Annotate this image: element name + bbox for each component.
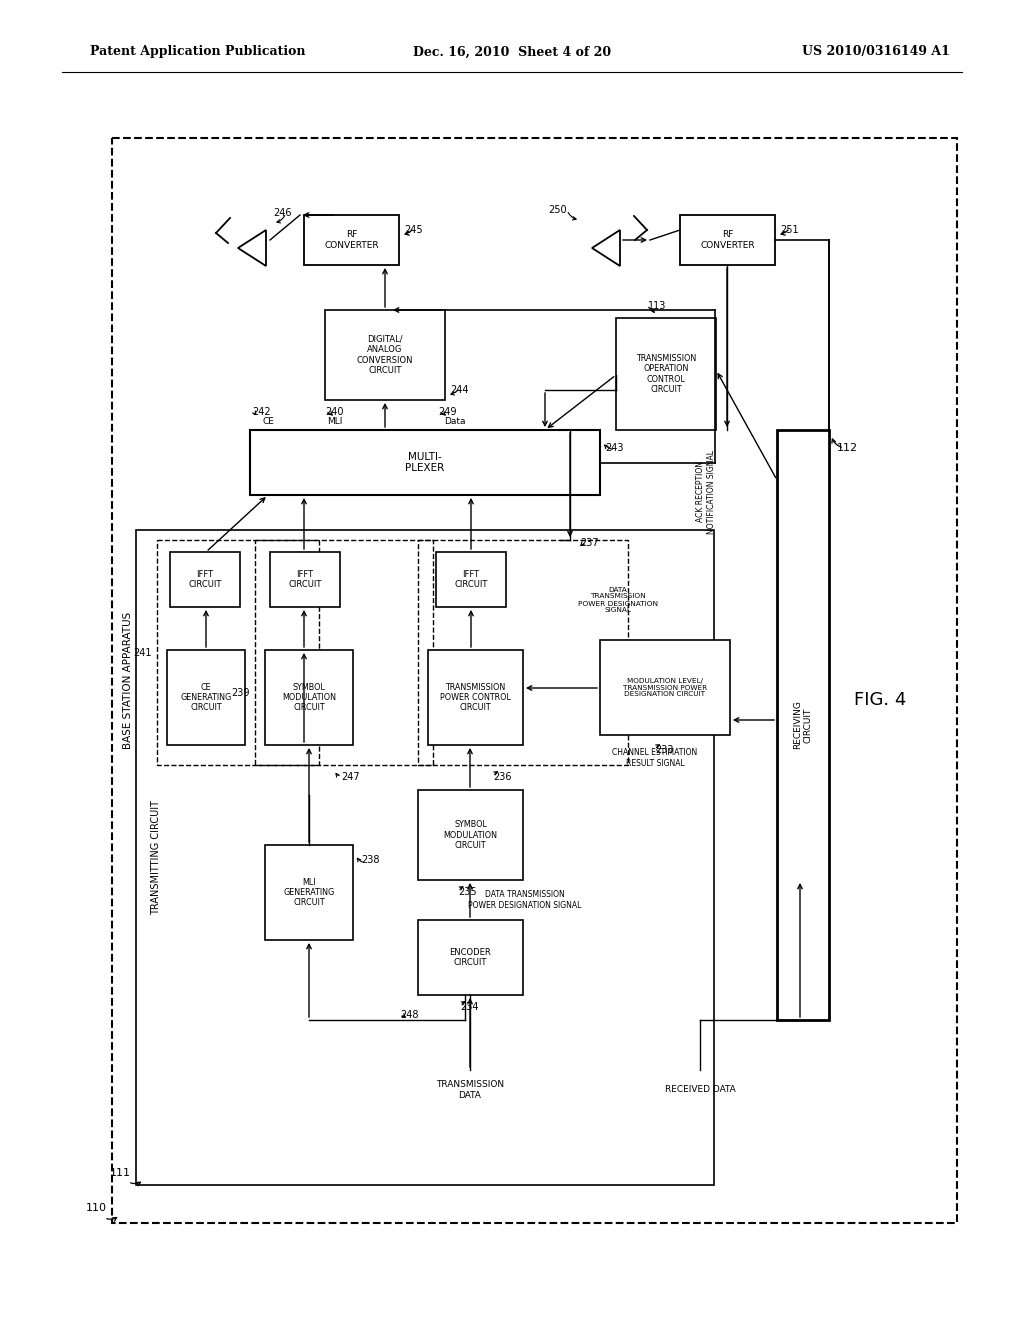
Text: 113: 113 — [648, 301, 667, 312]
Text: US 2010/0316149 A1: US 2010/0316149 A1 — [802, 45, 950, 58]
Text: MODULATION LEVEL/
TRANSMISSION POWER
DESIGNATION CIRCUIT: MODULATION LEVEL/ TRANSMISSION POWER DES… — [623, 677, 707, 697]
Bar — [680, 215, 775, 265]
Text: IFFT
CIRCUIT: IFFT CIRCUIT — [289, 570, 322, 589]
Bar — [777, 430, 829, 1020]
Text: 241: 241 — [133, 648, 152, 657]
Bar — [428, 649, 523, 744]
Text: RECEIVED DATA: RECEIVED DATA — [665, 1085, 735, 1094]
Bar — [304, 215, 399, 265]
Text: IFFT
CIRCUIT: IFFT CIRCUIT — [455, 570, 487, 589]
Text: 245: 245 — [404, 224, 423, 235]
Bar — [167, 649, 245, 744]
Text: DIGITAL/
ANALOG
CONVERSION
CIRCUIT: DIGITAL/ ANALOG CONVERSION CIRCUIT — [356, 335, 414, 375]
Text: BASE STATION APPARATUS: BASE STATION APPARATUS — [123, 612, 133, 750]
Bar — [325, 310, 445, 400]
Text: Data: Data — [444, 417, 466, 426]
Bar — [600, 640, 730, 735]
Bar — [170, 552, 240, 607]
Bar — [265, 845, 353, 940]
Text: 233: 233 — [655, 744, 674, 755]
Bar — [265, 649, 353, 744]
Text: TRANSMISSION
POWER CONTROL
CIRCUIT: TRANSMISSION POWER CONTROL CIRCUIT — [440, 682, 511, 713]
Text: RF
CONVERTER: RF CONVERTER — [325, 230, 379, 249]
Text: TRANSMISSION
OPERATION
CONTROL
CIRCUIT: TRANSMISSION OPERATION CONTROL CIRCUIT — [636, 354, 696, 395]
Bar — [255, 540, 433, 766]
Text: SYMBOL
MODULATION
CIRCUIT: SYMBOL MODULATION CIRCUIT — [282, 682, 336, 713]
Text: 112: 112 — [837, 444, 858, 453]
Text: 246: 246 — [273, 209, 292, 218]
Bar — [418, 920, 523, 995]
Text: ENCODER
CIRCUIT: ENCODER CIRCUIT — [450, 948, 492, 968]
Bar — [157, 540, 319, 766]
Text: 248: 248 — [400, 1010, 419, 1020]
Text: DATA
TRANSMISSION
POWER DESIGNATION
SIGNAL: DATA TRANSMISSION POWER DESIGNATION SIGN… — [578, 586, 658, 614]
Text: CHANNEL ESTIMATION
RESULT SIGNAL: CHANNEL ESTIMATION RESULT SIGNAL — [612, 748, 697, 768]
Text: MULTI-
PLEXER: MULTI- PLEXER — [406, 451, 444, 474]
Bar — [418, 540, 628, 766]
Text: FIG. 4: FIG. 4 — [854, 690, 906, 709]
Text: 239: 239 — [231, 688, 250, 697]
Text: TRANSMISSION
DATA: TRANSMISSION DATA — [436, 1080, 504, 1100]
Bar — [112, 139, 957, 1224]
Text: MLI: MLI — [328, 417, 343, 426]
Text: CE
GENERATING
CIRCUIT: CE GENERATING CIRCUIT — [180, 682, 231, 713]
Text: 242: 242 — [252, 407, 270, 417]
Text: 240: 240 — [325, 407, 343, 417]
Bar — [270, 552, 340, 607]
Text: 111: 111 — [110, 1168, 131, 1177]
Text: 249: 249 — [438, 407, 457, 417]
Text: 236: 236 — [493, 772, 512, 781]
Text: RF
CONVERTER: RF CONVERTER — [700, 230, 755, 249]
Text: MLI
GENERATING
CIRCUIT: MLI GENERATING CIRCUIT — [284, 878, 335, 907]
Bar — [436, 552, 506, 607]
Text: CE: CE — [262, 417, 274, 426]
Bar — [250, 430, 600, 495]
Text: 237: 237 — [580, 539, 599, 548]
Text: 247: 247 — [341, 772, 359, 781]
Text: RECEIVING
CIRCUIT: RECEIVING CIRCUIT — [794, 701, 813, 750]
Text: 238: 238 — [361, 855, 380, 865]
Bar — [418, 789, 523, 880]
Text: 243: 243 — [605, 444, 624, 453]
Text: 251: 251 — [780, 224, 799, 235]
Text: DATA TRANSMISSION
POWER DESIGNATION SIGNAL: DATA TRANSMISSION POWER DESIGNATION SIGN… — [468, 890, 582, 909]
Text: 234: 234 — [461, 1002, 479, 1012]
Text: SYMBOL
MODULATION
CIRCUIT: SYMBOL MODULATION CIRCUIT — [443, 820, 498, 850]
Text: 250: 250 — [549, 205, 567, 215]
Text: Dec. 16, 2010  Sheet 4 of 20: Dec. 16, 2010 Sheet 4 of 20 — [413, 45, 611, 58]
Text: TRANSMITTING CIRCUIT: TRANSMITTING CIRCUIT — [151, 800, 161, 915]
Text: 244: 244 — [450, 385, 469, 395]
Text: 110: 110 — [86, 1203, 106, 1213]
Bar — [136, 531, 714, 1185]
Text: 235: 235 — [459, 887, 477, 898]
Bar — [616, 318, 716, 430]
Text: ACK RECEPTION
NOTIFICATION SIGNAL: ACK RECEPTION NOTIFICATION SIGNAL — [696, 450, 716, 535]
Text: IFFT
CIRCUIT: IFFT CIRCUIT — [188, 570, 221, 589]
Text: Patent Application Publication: Patent Application Publication — [90, 45, 305, 58]
